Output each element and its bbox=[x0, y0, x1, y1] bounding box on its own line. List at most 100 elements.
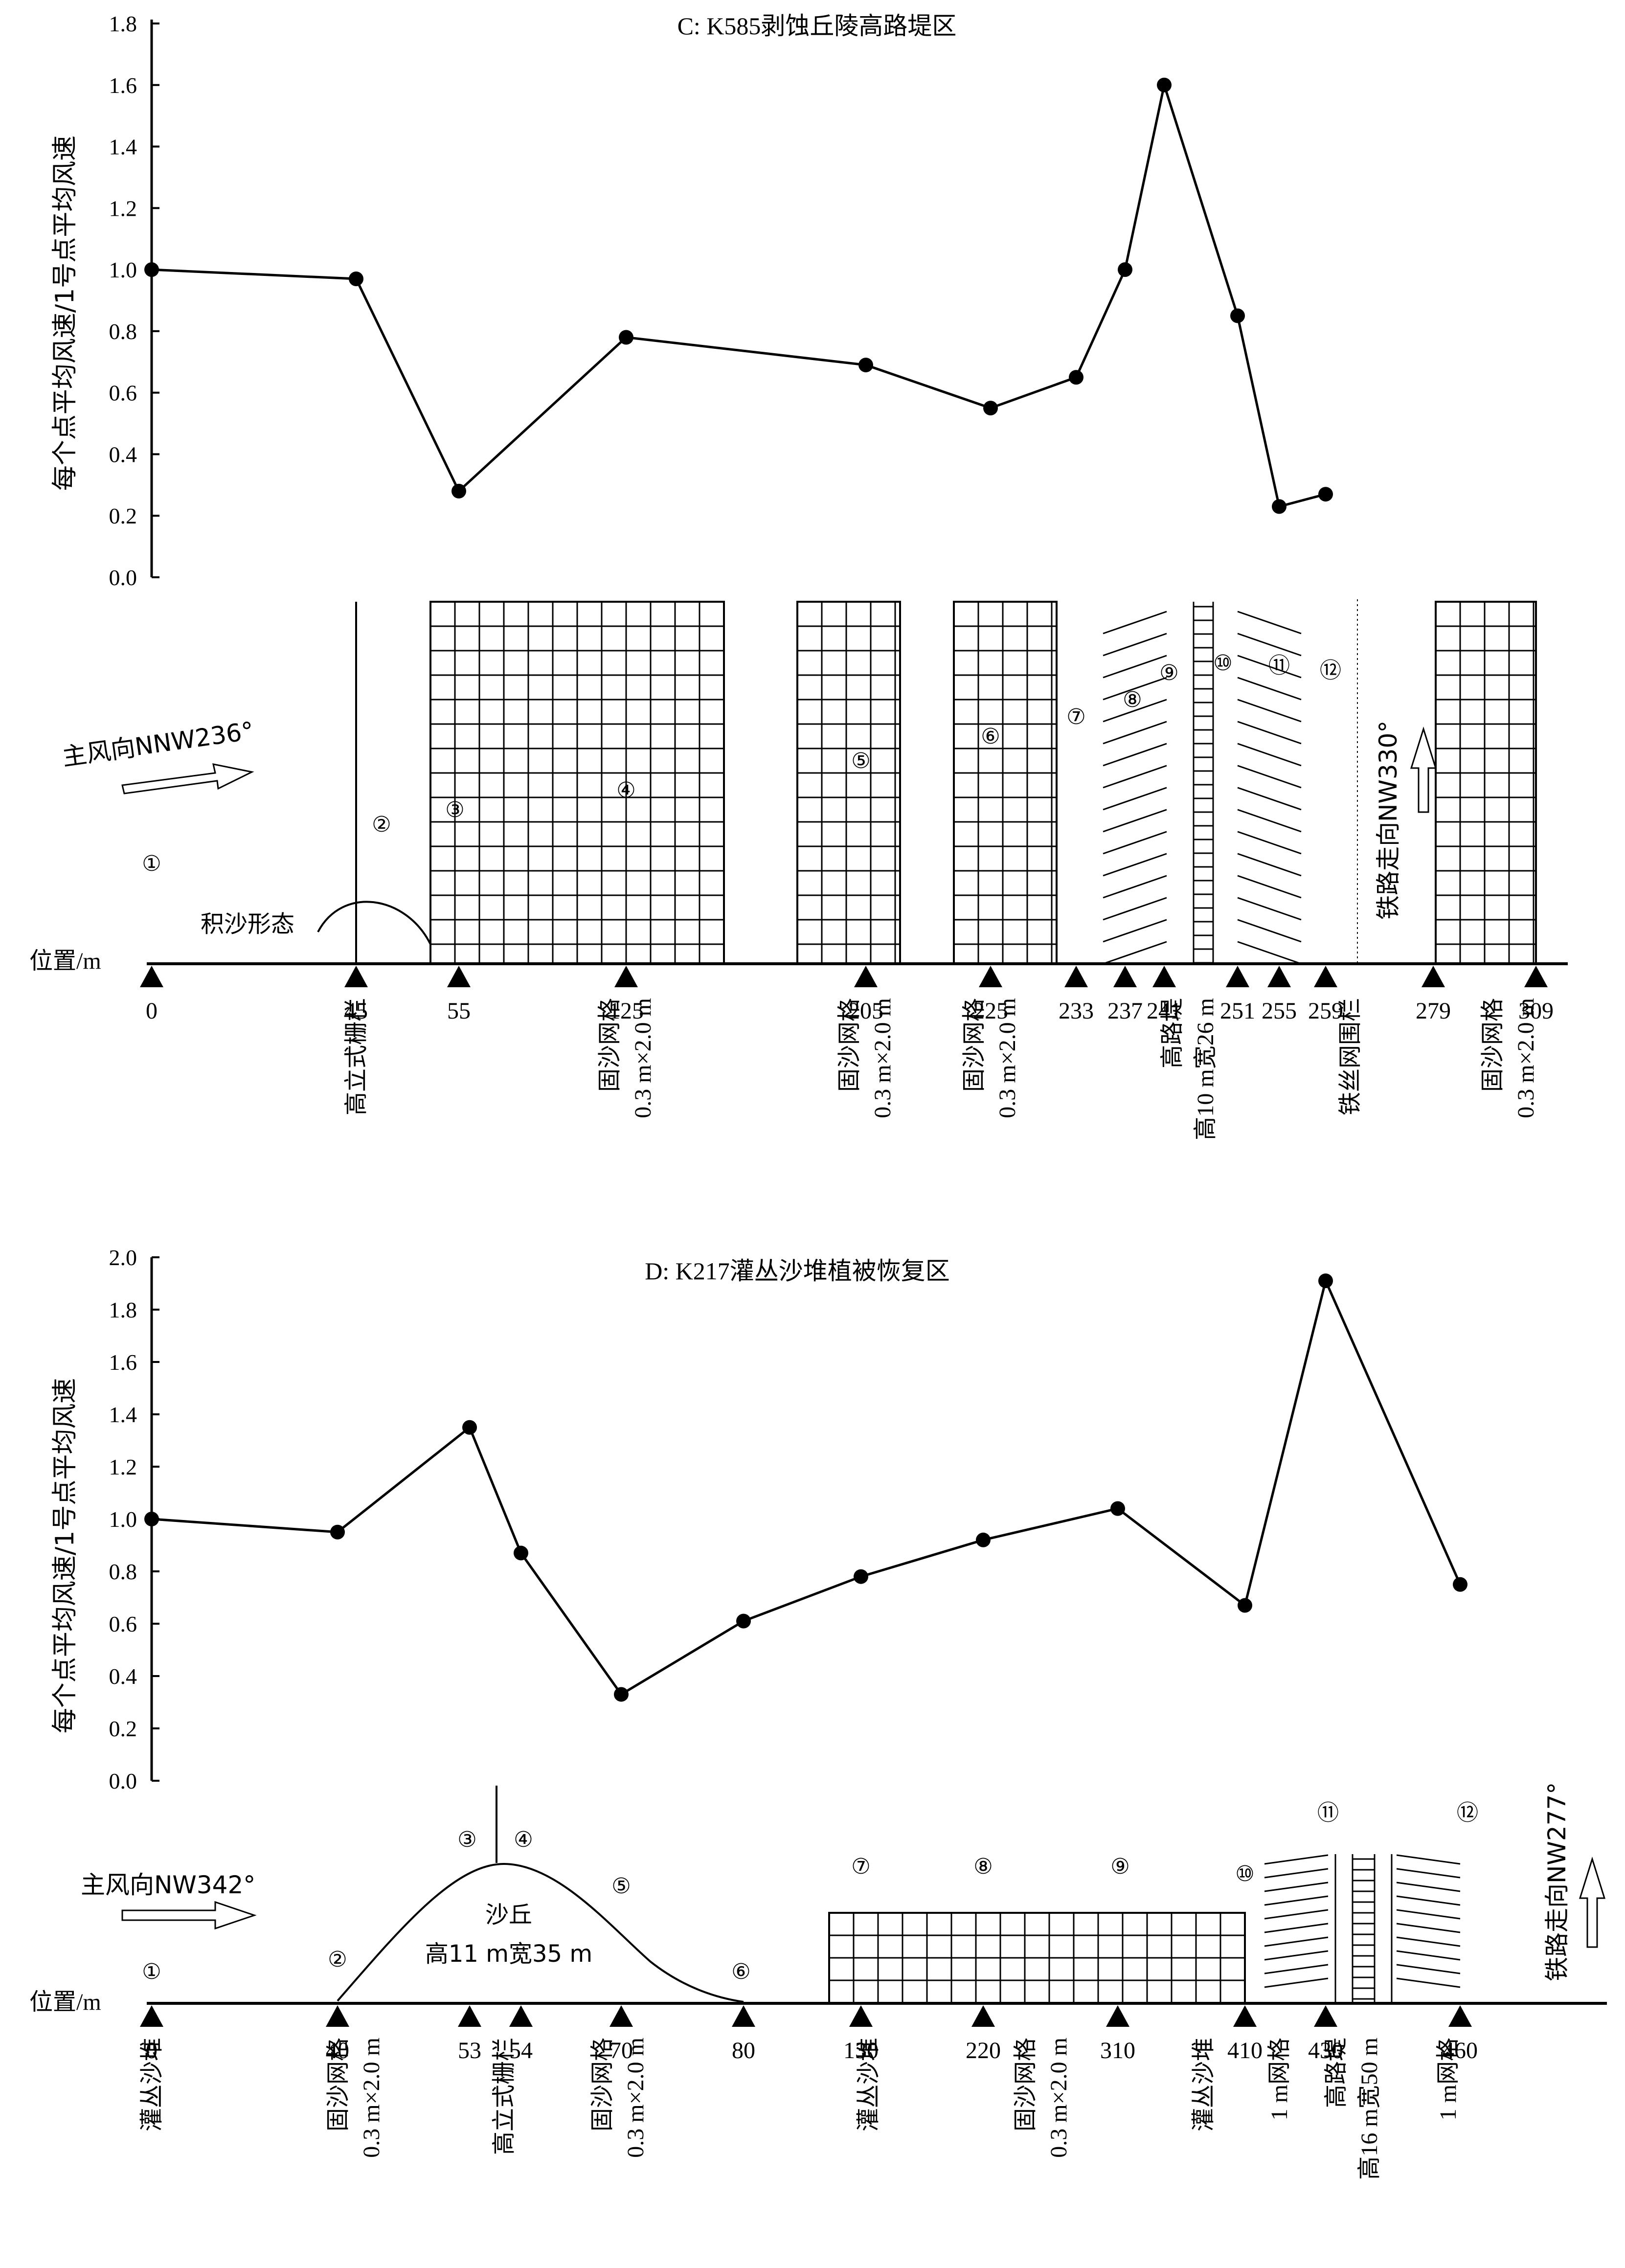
point-number: ⑥ bbox=[731, 1959, 750, 1984]
slope-hatch bbox=[1237, 699, 1302, 723]
panel-d-embankment bbox=[1264, 1854, 1461, 2003]
position-label: 255 bbox=[1262, 998, 1297, 1024]
y-tick-label: 0.8 bbox=[109, 319, 137, 344]
panel-d-title: D: K217灌丛沙堆植被恢复区 bbox=[645, 1257, 950, 1285]
data-point-11 bbox=[1318, 1273, 1333, 1289]
y-tick-label: 0.4 bbox=[109, 442, 137, 467]
slope-hatch bbox=[1237, 787, 1302, 811]
panel-c-rail-label: 铁路走向NW330° bbox=[1374, 721, 1402, 920]
facility-label: 高立式栅栏 bbox=[342, 998, 370, 1115]
position-marker bbox=[609, 2005, 633, 2027]
slope-hatch bbox=[1396, 1854, 1461, 1865]
slope-hatch bbox=[1103, 743, 1167, 767]
panel-c-points bbox=[144, 77, 1333, 514]
position-label: 233 bbox=[1059, 998, 1094, 1024]
position-label: 410 bbox=[1227, 2038, 1263, 2064]
position-marker bbox=[1448, 2005, 1472, 2027]
y-tick-label: 2.0 bbox=[109, 1245, 137, 1270]
position-label: 237 bbox=[1107, 998, 1143, 1024]
slope-hatch bbox=[1237, 633, 1302, 657]
slope-hatch bbox=[1237, 831, 1302, 855]
data-point-12 bbox=[1453, 1577, 1467, 1592]
position-label: 259 bbox=[1308, 998, 1343, 1024]
position-marker bbox=[509, 2005, 533, 2027]
data-point-4 bbox=[514, 1545, 528, 1561]
position-label: 0 bbox=[146, 998, 158, 1024]
slope-hatch bbox=[1103, 699, 1167, 723]
position-label: 309 bbox=[1518, 998, 1554, 1024]
position-marker bbox=[1524, 966, 1548, 987]
data-point-1 bbox=[144, 262, 159, 277]
y-tick-label: 0.2 bbox=[109, 1716, 137, 1741]
data-point-10 bbox=[1230, 308, 1245, 323]
position-marker bbox=[971, 2005, 995, 2027]
facility-label: 0.3 m×2.0 m bbox=[359, 2038, 384, 2158]
slope-hatch bbox=[1237, 721, 1302, 745]
position-marker bbox=[1422, 966, 1445, 987]
data-point-6 bbox=[736, 1613, 751, 1629]
facility-label: 0.3 m×2.0 m bbox=[1046, 2038, 1072, 2158]
panel-d-series-line bbox=[151, 1277, 1462, 1696]
slope-hatch bbox=[1237, 743, 1302, 767]
panel-c-series-line bbox=[151, 80, 1326, 508]
panel-c-sand-mound bbox=[317, 901, 431, 945]
y-tick-label: 1.0 bbox=[109, 1507, 137, 1532]
point-number: ② bbox=[372, 812, 391, 837]
data-point-3 bbox=[462, 1420, 477, 1435]
y-tick-label: 1.2 bbox=[109, 196, 137, 221]
data-point-4 bbox=[619, 330, 633, 345]
panel-c-title: C: K585剥蚀丘陵高路堤区 bbox=[677, 12, 957, 40]
point-number: ③ bbox=[445, 797, 464, 822]
facility-label: 高10 m宽26 m bbox=[1193, 998, 1219, 1140]
slope-hatch bbox=[1396, 1923, 1461, 1933]
slope-hatch bbox=[1103, 611, 1167, 635]
point-number: ② bbox=[328, 1947, 347, 1972]
panel-c-facility-labels: 高立式栅栏 固沙网格 0.3 m×2.0 m 固沙网格 0.3 m×2.0 m 固沙网格 0… bbox=[342, 998, 1539, 1140]
y-tick-label: 1.4 bbox=[109, 135, 137, 159]
facility-label: 固沙网格 bbox=[596, 998, 623, 1092]
slope-hatch bbox=[1237, 655, 1302, 679]
facility-label: 灌丛沙堆 bbox=[855, 2038, 882, 2132]
position-label: 70 bbox=[609, 2038, 633, 2064]
position-label: 225 bbox=[973, 998, 1008, 1024]
facility-label: 0.3 m×2.0 m bbox=[623, 2038, 649, 2158]
sand-grid-block bbox=[953, 601, 1058, 965]
position-marker bbox=[732, 2005, 755, 2027]
panel-d-y-ticks: 0.0 0.2 0.4 0.6 0.8 1.0 1.2 1.4 1.6 1.8 2.0 bbox=[109, 1245, 159, 1793]
position-label: 55 bbox=[447, 998, 471, 1024]
facility-label: 1 m网格 bbox=[1435, 2038, 1461, 2120]
facility-label: 灌丛沙堆 bbox=[138, 2038, 165, 2132]
position-label: 251 bbox=[1220, 998, 1255, 1024]
position-label: 241 bbox=[1147, 998, 1182, 1024]
y-tick-label: 1.0 bbox=[109, 257, 137, 282]
sand-grid-block bbox=[796, 601, 901, 965]
facility-label: 高路堤 bbox=[1158, 998, 1186, 1068]
slope-hatch bbox=[1396, 1964, 1461, 1974]
point-number: ⑦ bbox=[851, 1854, 870, 1879]
facility-label: 1 m网格 bbox=[1266, 2038, 1292, 2120]
panel-c-rail-arrow bbox=[1410, 726, 1437, 813]
data-point-1 bbox=[144, 1512, 159, 1526]
facility-label: 0.3 m×2.0 m bbox=[994, 998, 1020, 1118]
slope-hatch bbox=[1237, 853, 1302, 877]
position-label: 45 bbox=[344, 998, 368, 1024]
panel-d-rail-label: 铁路走向NW277° bbox=[1543, 1782, 1571, 1981]
point-number: ⑨ bbox=[1159, 660, 1178, 685]
panel-d-dune-label: 沙丘 bbox=[485, 1901, 532, 1928]
point-number: ④ bbox=[514, 1827, 533, 1852]
y-tick-label: 0.6 bbox=[109, 381, 137, 406]
point-number: ⑨ bbox=[1110, 1854, 1129, 1879]
point-number: ⑩ bbox=[1213, 651, 1232, 676]
panel-c: C: K585剥蚀丘陵高路堤区 每个点平均风速/1号点平均风速 0.00.20.… bbox=[29, 11, 1568, 1140]
sand-grid-block bbox=[1435, 601, 1537, 965]
point-number: ⑫ bbox=[1320, 658, 1341, 683]
position-label: 80 bbox=[732, 2038, 755, 2064]
slope-hatch bbox=[1103, 897, 1167, 921]
facility-label: 固沙网格 bbox=[1012, 2038, 1039, 2132]
panel-c-point-numbers: ① ② ③ ④ ⑤ ⑥ ⑦ ⑧⑨ ⑩ ⑪ ⑫ bbox=[142, 651, 1341, 876]
y-tick-label: 1.8 bbox=[109, 1297, 137, 1322]
panel-d-points bbox=[144, 1273, 1467, 1702]
y-tick-label: 0.0 bbox=[109, 1769, 137, 1793]
data-point-12 bbox=[1318, 487, 1333, 502]
panel-d-dune bbox=[337, 1862, 744, 2003]
